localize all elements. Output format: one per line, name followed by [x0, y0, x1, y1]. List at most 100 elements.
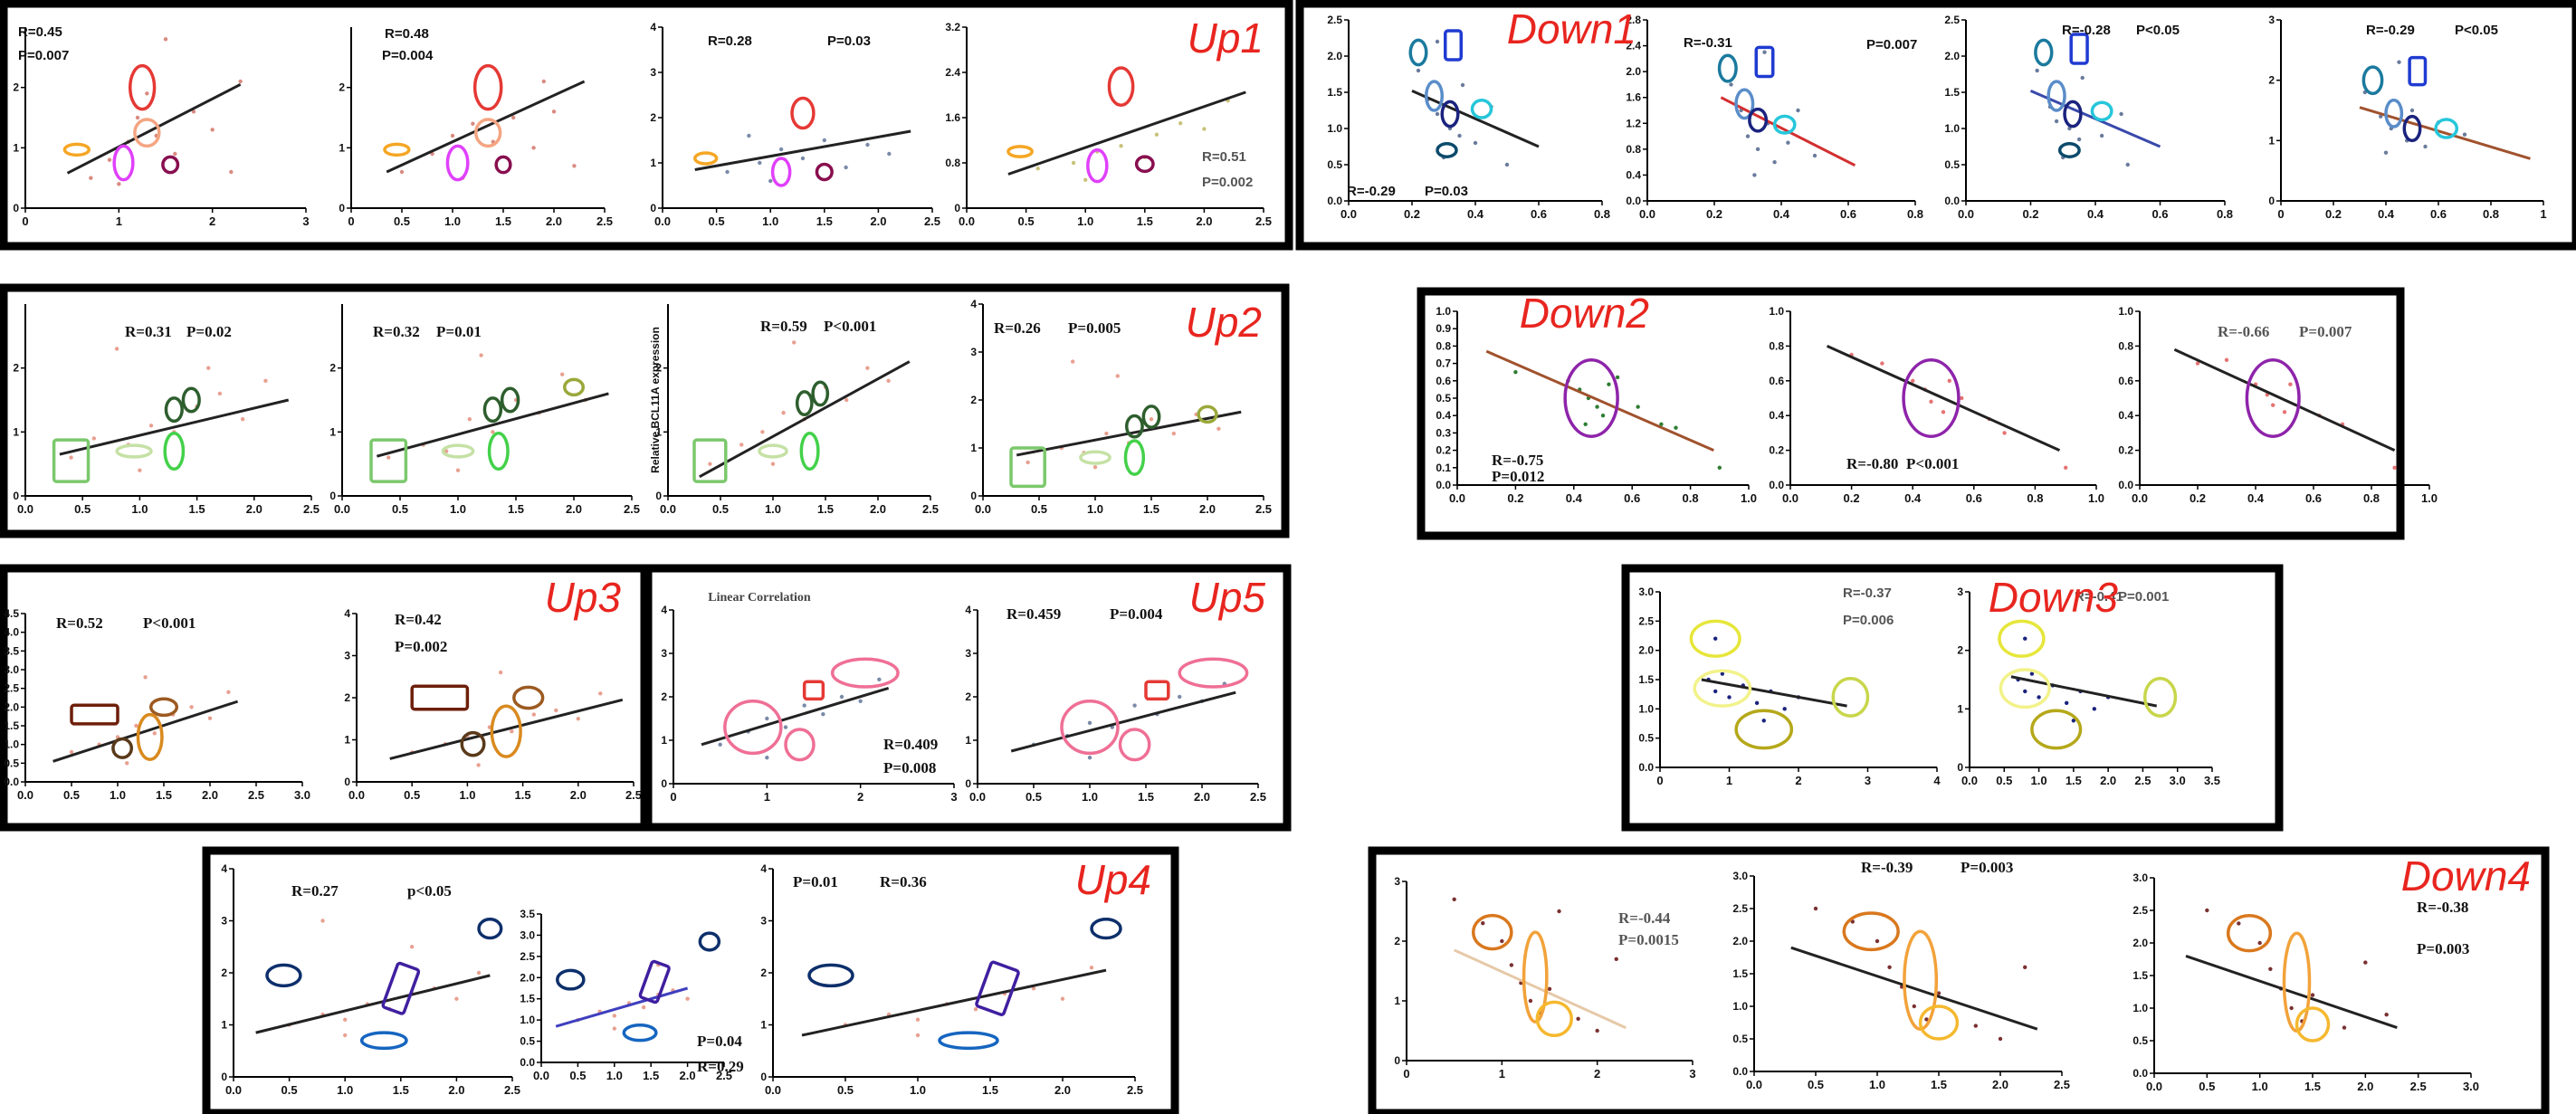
stat-label: R=-0.66 [2218, 323, 2269, 340]
y-tick-label: 0.0 [1638, 761, 1654, 774]
data-point [1132, 703, 1137, 708]
highlight-ellipse [445, 144, 470, 182]
x-tick-label: 0.0 [1639, 207, 1655, 221]
y-tick-label: 3.0 [4, 663, 19, 676]
y-tick-label: 0 [13, 490, 19, 502]
x-tick-label: 0 [348, 214, 354, 228]
data-point [238, 79, 243, 84]
regression-line [1454, 948, 1627, 1030]
data-point [138, 468, 142, 472]
data-point [1473, 140, 1478, 146]
data-point [2064, 465, 2068, 470]
scatter-panel: 0.0 0.5 1.0 1.5 2.0 2.5 3.0 0.0 0.5 1.0 1.5 2.0 2.5 3… [2132, 871, 2479, 1093]
x-tick-label: 1.5 [1931, 1078, 1947, 1091]
data-point [2065, 700, 2069, 706]
x-tick-label: 0.4 [2087, 207, 2104, 221]
chart-group-down2: 0.0 0.2 0.4 0.6 0.8 1.00.00.10.20.30.40.50.60… [1417, 287, 2438, 540]
data-point [511, 115, 516, 120]
y-tick-label: 3 [1394, 875, 1400, 888]
highlight-ellipse [758, 443, 788, 459]
stat-label: P=0.003 [1961, 859, 2013, 876]
scatter-panel: 0.0 0.5 1.0 1.5 2.0 2.5 0 1 2 3 4 P=0.01 R=0.36 [760, 862, 1143, 1097]
group-frame [202, 846, 1179, 1114]
data-point [1727, 695, 1732, 700]
stat-label: P=0.003 [2417, 940, 2469, 957]
x-tick-label: 3.5 [2204, 774, 2220, 787]
x-tick-label: 2.0 [1199, 502, 1216, 516]
x-tick-label: 2.5 [2054, 1078, 2070, 1091]
x-tick-label: 3 [950, 790, 957, 804]
y-tick-label: 1 [970, 442, 977, 454]
stat-label: P=0.008 [883, 759, 936, 776]
stat-label: R=0.45 [18, 24, 62, 40]
x-tick-label: 2 [1795, 774, 1801, 787]
stat-label: R=0.42 [395, 611, 442, 628]
data-point [1595, 405, 1599, 409]
stat-label: P=0.0015 [1618, 931, 1679, 948]
x-tick-label: 1.0 [337, 1083, 353, 1097]
y-tick-label: 1 [1957, 702, 1963, 715]
x-tick-label: 0.2 [1844, 491, 1860, 505]
y-tick-label: 2.8 [1626, 14, 1641, 26]
y-tick-label: 2.0 [520, 971, 535, 984]
data-point [2310, 993, 2315, 997]
y-tick-label: 0.7 [1436, 357, 1451, 370]
y-tick-label: 3 [970, 346, 977, 358]
y-tick-label: 0 [221, 1071, 227, 1083]
y-tick-label: 1 [13, 141, 19, 154]
x-tick-label: 0.5 [1026, 790, 1042, 804]
x-tick-label: 2.5 [1250, 790, 1266, 804]
highlight-ellipse [1141, 405, 1161, 429]
scatter-panel: 0 1 2 3 0 1 2 R=0.45 P=0.007 [13, 24, 309, 228]
x-tick-label: 2.5 [303, 502, 320, 516]
x-tick-label: 1.0 [444, 214, 461, 228]
x-tick-label: 0 [2277, 207, 2284, 221]
x-tick-label: 0.5 [709, 214, 725, 228]
highlight-rect [802, 680, 825, 701]
data-point [491, 430, 495, 434]
data-point [2023, 965, 2027, 970]
y-tick-label: 2.0 [1638, 644, 1654, 657]
scatter-panel: 0 1 2 3 0 1 2 3 R=-0.44 P=0.0015 [1394, 875, 1695, 1081]
x-tick-label: 3 [1689, 1067, 1695, 1081]
highlight-ellipse [790, 96, 816, 130]
data-point [476, 970, 482, 976]
highlight-ellipse [723, 700, 783, 756]
highlight-ellipse [112, 144, 135, 182]
data-point [2037, 695, 2041, 700]
stat-label: R=-0.28 [2062, 23, 2111, 38]
data-point [1528, 998, 1533, 1004]
data-point [858, 699, 863, 703]
y-tick-label: 0.5 [1732, 1033, 1748, 1045]
chart-group-up3: 0.0 0.5 1.0 1.5 2.0 2.5 3.0 0.0 0.5 1.0 1.5 2.0 2.5 3… [0, 564, 653, 832]
highlight-ellipse [359, 1031, 408, 1051]
stat-label: P=0.002 [395, 638, 447, 655]
highlight-rect [975, 960, 1020, 1016]
y-tick-label: 2.5 [1944, 14, 1960, 26]
x-tick-label: 0.0 [959, 214, 975, 228]
scatter-panel: 0 0.2 0.4 0.6 0.8 1 0 1 2 3 R=-0.29 P<0.05 [2268, 14, 2546, 221]
y-tick-label: 3.5 [520, 908, 535, 920]
data-point [768, 178, 773, 184]
x-tick-label: 1.0 [2421, 491, 2438, 505]
data-point [725, 169, 730, 175]
highlight-ellipse [1470, 99, 1493, 119]
y-tick-label: 0.4 [1436, 409, 1451, 422]
data-point [386, 455, 391, 460]
data-point [1941, 410, 1946, 414]
y-tick-label: 2 [655, 362, 662, 375]
scatter-panel: 0.0 0.5 1.0 1.5 2.0 2.5 0 1 2 3 4 R=0.459 P=0.004 [965, 604, 1266, 804]
chart-group-up1: 0 1 2 3 0 1 2 R=0.45 P=0.007 0 0.5 1.0 1.5 2.0 2.5 0 1 2 R… [0, 0, 1293, 251]
scatter-panel: 0.0 0.5 1.0 1.5 2.0 2.5 0 0.8 1.6 2.4 3.2 R=0.51 P=0… [945, 21, 1272, 228]
regression-line [555, 986, 689, 1028]
data-point [2289, 1005, 2294, 1011]
highlight-ellipse [265, 963, 302, 988]
x-tick-label: 1.5 [643, 1069, 659, 1082]
y-tick-label: 0.0 [1327, 195, 1342, 207]
x-tick-label: 0.8 [1683, 491, 1699, 505]
highlight-ellipse [494, 155, 512, 175]
y-tick-label: 0 [339, 202, 345, 214]
data-point [1754, 700, 1760, 706]
x-tick-label: 2.5 [2134, 774, 2151, 787]
